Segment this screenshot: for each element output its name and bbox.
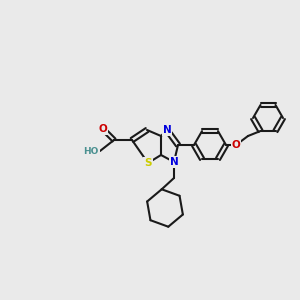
Text: HO: HO (84, 146, 99, 155)
Text: N: N (169, 157, 178, 167)
Text: O: O (99, 124, 107, 134)
Text: N: N (163, 125, 171, 135)
Text: O: O (232, 140, 240, 150)
Text: S: S (144, 158, 152, 168)
